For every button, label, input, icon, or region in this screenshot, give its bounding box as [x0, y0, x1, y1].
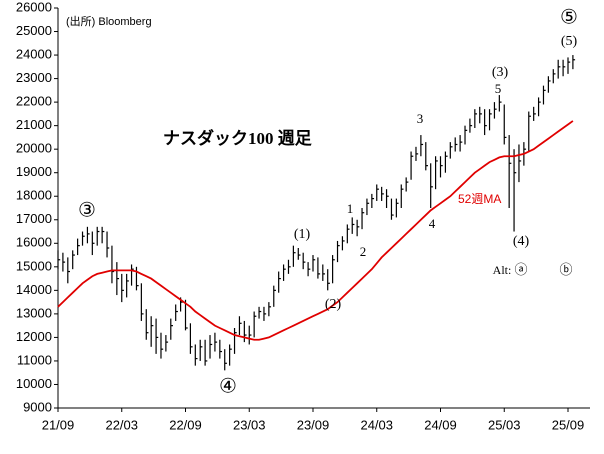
x-tick-label: 21/09 [42, 417, 75, 432]
y-tick-label: 19000 [16, 164, 52, 179]
x-tick-label: 23/09 [297, 417, 330, 432]
y-tick-label: 24000 [16, 46, 52, 61]
x-tick-label: 25/09 [552, 417, 585, 432]
y-tick-label: 23000 [16, 70, 52, 85]
y-tick-label: 18000 [16, 188, 52, 203]
y-tick-label: 22000 [16, 94, 52, 109]
annotation: ⓑ [559, 262, 572, 277]
annotation: 5 [495, 81, 502, 96]
annotation: ⑤ [560, 7, 578, 29]
annotation: (5) [561, 34, 578, 49]
y-tick-label: 14000 [16, 282, 52, 297]
y-tick-label: 26000 [16, 0, 52, 14]
x-tick-label: 22/09 [169, 417, 202, 432]
ma-label: 52週MA [458, 192, 501, 206]
annotation: (1) [294, 227, 311, 242]
annotation: 3 [417, 111, 424, 126]
annotation: ⓐ [514, 262, 527, 277]
annotation: 1 [347, 201, 354, 216]
x-tick-label: 24/09 [424, 417, 457, 432]
y-tick-label: 20000 [16, 141, 52, 156]
source: (出所) Bloomberg [66, 14, 152, 28]
x-tick-label: 23/03 [233, 417, 266, 432]
y-tick-label: 16000 [16, 235, 52, 250]
annotation: ③ [78, 200, 96, 222]
ma-line [57, 120, 574, 341]
y-tick-label: 17000 [16, 211, 52, 226]
x-tick-label: 22/03 [105, 417, 138, 432]
annotation: 2 [360, 244, 367, 259]
annotation: 4 [429, 216, 436, 231]
y-tick-label: 25000 [16, 23, 52, 38]
y-tick-label: 15000 [16, 258, 52, 273]
annotation: (3) [492, 65, 509, 80]
x-tick-label: 24/03 [360, 417, 393, 432]
y-tick-label: 10000 [16, 376, 52, 391]
annotation: Alt: [493, 263, 512, 277]
y-tick-label: 9000 [23, 399, 52, 414]
annotation: (4) [513, 234, 530, 249]
y-tick-label: 11000 [17, 352, 52, 367]
y-tick-label: 13000 [16, 305, 52, 320]
y-tick-label: 12000 [16, 329, 52, 344]
annotation: ④ [219, 376, 237, 398]
chart-title: ナスダック100 週足 [163, 128, 312, 148]
x-tick-label: 25/03 [488, 417, 521, 432]
y-tick-label: 21000 [16, 117, 52, 132]
annotation: (2) [325, 297, 342, 312]
